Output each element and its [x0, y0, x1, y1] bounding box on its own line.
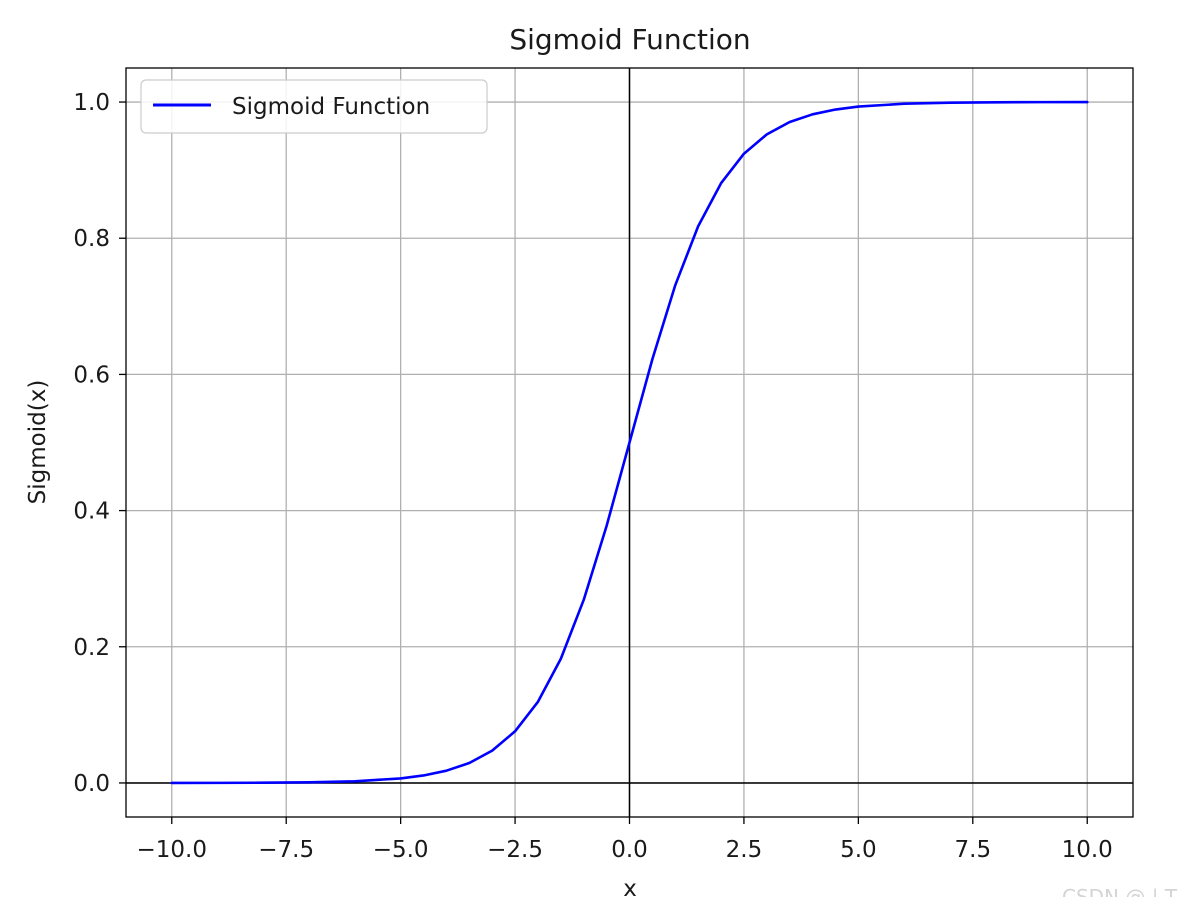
x-tick-label: 10.0 [1062, 837, 1113, 863]
y-tick-label: 0.4 [73, 499, 110, 525]
x-tick-label: 0.0 [611, 837, 648, 863]
x-tick-label: 7.5 [955, 837, 992, 863]
x-tick-label: −5.0 [373, 837, 429, 863]
x-tick-label: −10.0 [137, 837, 207, 863]
watermark: CSDN @ | T [1062, 885, 1178, 897]
y-tick-label: 0.6 [73, 362, 110, 388]
y-tick-label: 1.0 [73, 90, 110, 116]
y-tick-label: 0.0 [73, 771, 110, 797]
x-tick-label: 2.5 [726, 837, 763, 863]
y-axis-label: Sigmoid(x) [25, 380, 51, 505]
sigmoid-curve [170, 100, 1089, 785]
x-tick-label: 5.0 [840, 837, 877, 863]
y-tick-label: 0.8 [73, 226, 110, 252]
x-ticks: −10.0 −7.5 −5.0 −2.5 0.0 2.5 5.0 7.5 10.0 [137, 817, 1113, 863]
x-axis-label: x [623, 876, 637, 897]
y-tick-label: 0.2 [73, 635, 110, 661]
legend-label: Sigmoid Function [232, 94, 430, 120]
legend-box [140, 79, 488, 134]
x-tick-label: −7.5 [258, 837, 314, 863]
chart-title: Sigmoid Function [509, 23, 750, 56]
y-ticks: 0.0 0.2 0.4 0.6 0.8 1.0 [73, 90, 126, 797]
series-layer [170, 100, 1089, 785]
legend: Sigmoid Function [140, 79, 488, 134]
x-tick-label: −2.5 [487, 837, 543, 863]
